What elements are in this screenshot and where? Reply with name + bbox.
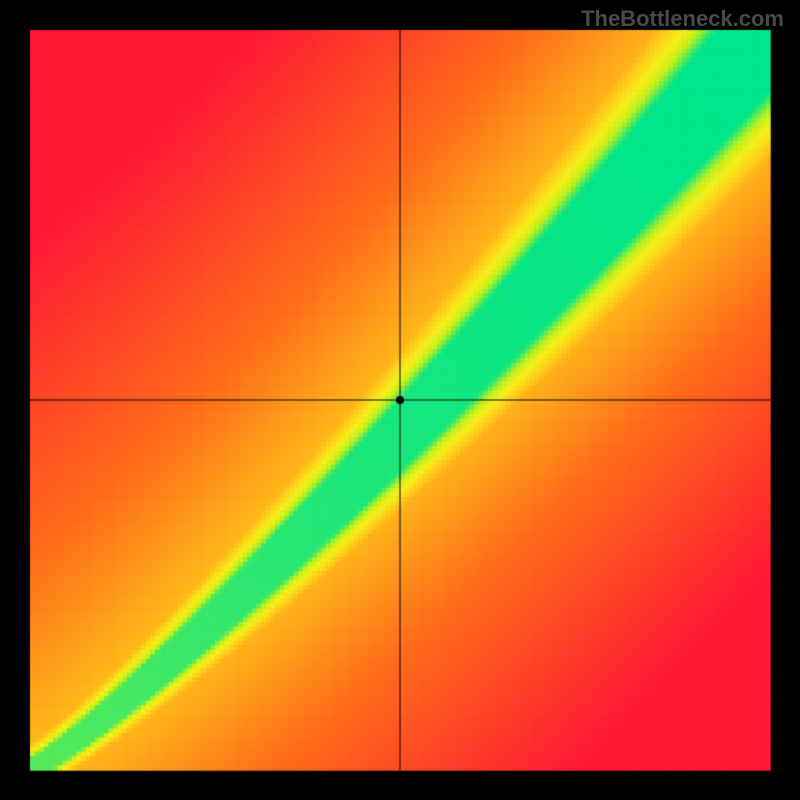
bottleneck-heatmap: [0, 0, 800, 800]
chart-container: TheBottleneck.com: [0, 0, 800, 800]
